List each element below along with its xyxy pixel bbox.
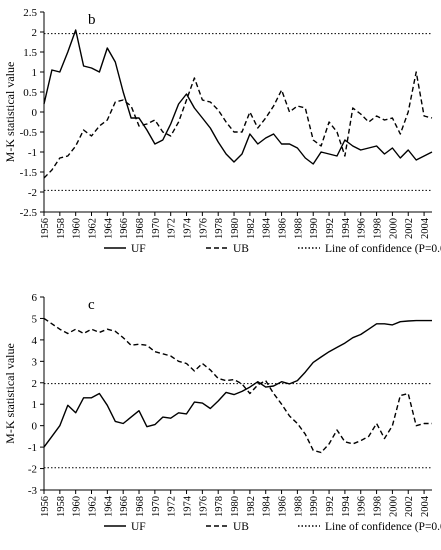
chart-panel-c: -3 -2 -1 0 1 2 3 4 5 6 1956 1958 1960 1962 1964 1966 196… bbox=[3, 292, 441, 533]
x-tick-label: 1992 bbox=[325, 496, 336, 517]
y-tick-label: 0.5 bbox=[23, 87, 37, 99]
x-tick-label: 1990 bbox=[309, 496, 320, 517]
x-tick-label: 1994 bbox=[341, 495, 352, 517]
y-tick-label: 6 bbox=[32, 292, 38, 304]
x-tick-label: 2004 bbox=[420, 495, 431, 517]
y-tick-label: 1 bbox=[32, 399, 38, 411]
x-tick-label: 1956 bbox=[40, 496, 51, 517]
y-tick-label: 1.5 bbox=[23, 47, 37, 59]
y-tick-label: -2 bbox=[28, 187, 37, 199]
x-tick-label: 2002 bbox=[404, 218, 415, 239]
x-tick-label: 1958 bbox=[56, 218, 67, 239]
series-line-ub bbox=[43, 317, 432, 454]
x-tick-label: 2002 bbox=[404, 496, 415, 517]
x-tick-label: 1960 bbox=[72, 496, 83, 517]
x-tick-label: 1968 bbox=[135, 218, 146, 239]
y-tick-label: 1 bbox=[32, 67, 38, 79]
x-tick-label: 1956 bbox=[40, 218, 51, 239]
x-tick-label: 1998 bbox=[373, 218, 384, 239]
x-tick-label: 1998 bbox=[373, 496, 384, 517]
x-tick-label: 1962 bbox=[88, 218, 99, 239]
x-tick-label: 2000 bbox=[388, 496, 399, 517]
y-tick-label: 5 bbox=[32, 313, 38, 325]
legend-label: UB bbox=[233, 521, 249, 533]
y-tick-label: -1 bbox=[28, 442, 37, 454]
x-tick-label: 1978 bbox=[214, 496, 225, 517]
y-axis-title: M-K statistical value bbox=[3, 343, 17, 444]
x-tick-label: 1990 bbox=[309, 218, 320, 239]
x-tick-label: 2000 bbox=[388, 218, 399, 239]
y-tick-label: -1 bbox=[28, 147, 37, 159]
y-tick-label: 2 bbox=[32, 27, 38, 39]
legend-label: Line of confidence (P=0.01) bbox=[325, 243, 441, 255]
x-tick-label: 1996 bbox=[357, 218, 368, 239]
x-tick-label: 1962 bbox=[88, 496, 99, 517]
x-tick-label: 1980 bbox=[230, 218, 241, 239]
x-tick-label: 1986 bbox=[278, 496, 289, 517]
legend-label: UF bbox=[131, 243, 146, 255]
y-tick-label: -2.5 bbox=[20, 207, 38, 219]
x-tick-label: 1980 bbox=[230, 496, 241, 517]
x-tick-label: 1976 bbox=[198, 496, 209, 517]
panel-label: b bbox=[88, 12, 96, 28]
legend-label: Line of confidence (P=0.01) bbox=[325, 521, 441, 533]
x-tick-label: 1986 bbox=[278, 218, 289, 239]
y-tick-label: 2.5 bbox=[23, 7, 37, 19]
x-tick-label: 1984 bbox=[262, 495, 273, 517]
series-line-uf bbox=[43, 319, 432, 448]
x-tick-label: 1982 bbox=[246, 496, 257, 517]
y-tick-label: 0 bbox=[32, 421, 38, 433]
x-tick-label: 1988 bbox=[293, 496, 304, 517]
x-tick-label: 1972 bbox=[167, 218, 178, 239]
y-tick-label: 4 bbox=[32, 335, 38, 347]
x-tick-label: 2004 bbox=[420, 217, 431, 239]
x-tick-label: 1960 bbox=[72, 218, 83, 239]
x-tick-label: 1966 bbox=[119, 218, 130, 239]
legend-label: UF bbox=[131, 521, 146, 533]
y-tick-label: 3 bbox=[32, 356, 38, 368]
panel-label: c bbox=[88, 297, 95, 313]
x-tick-label: 1978 bbox=[214, 218, 225, 239]
x-tick-label: 1988 bbox=[293, 218, 304, 239]
legend-label: UB bbox=[233, 243, 249, 255]
x-tick-label: 1972 bbox=[167, 496, 178, 517]
x-tick-label: 1984 bbox=[262, 217, 273, 239]
x-tick-label: 1974 bbox=[183, 217, 194, 239]
x-tick-label: 1958 bbox=[56, 496, 67, 517]
y-tick-label: 2 bbox=[32, 378, 38, 390]
y-tick-label: -3 bbox=[28, 485, 38, 497]
series-line-ub bbox=[43, 71, 433, 179]
y-tick-label: -0.5 bbox=[20, 127, 38, 139]
y-tick-label: -2 bbox=[28, 464, 37, 476]
x-tick-label: 1976 bbox=[198, 218, 209, 239]
x-tick-label: 1994 bbox=[341, 217, 352, 239]
x-tick-label: 1966 bbox=[119, 496, 130, 517]
x-tick-label: 1968 bbox=[135, 496, 146, 517]
x-tick-label: 1970 bbox=[151, 496, 162, 517]
x-tick-label: 1996 bbox=[357, 496, 368, 517]
series-line-uf bbox=[43, 29, 433, 165]
x-tick-label: 1992 bbox=[325, 218, 336, 239]
x-tick-label: 1964 bbox=[103, 495, 114, 517]
y-tick-label: -1.5 bbox=[20, 167, 38, 179]
x-tick-label: 1964 bbox=[103, 217, 114, 239]
y-tick-label: 0 bbox=[32, 107, 38, 119]
y-axis-title: M-K statistical value bbox=[3, 62, 17, 163]
chart-panel-b: -2.5 -2 -1.5 -1 -0.5 0 0.5 1 1.5 2 2.5 1956 1958 1960… bbox=[3, 7, 441, 255]
x-tick-label: 1982 bbox=[246, 218, 257, 239]
x-tick-label: 1974 bbox=[183, 495, 194, 517]
x-tick-label: 1970 bbox=[151, 218, 162, 239]
